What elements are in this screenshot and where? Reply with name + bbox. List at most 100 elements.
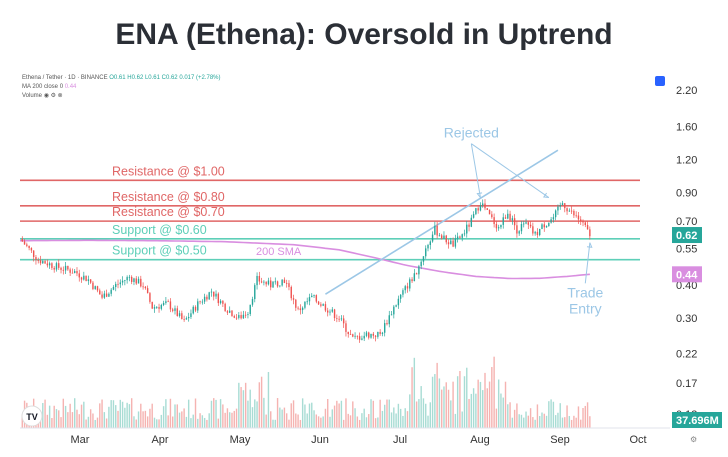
candle-body bbox=[566, 208, 568, 212]
annotation-arrow-1-0 bbox=[584, 242, 591, 284]
volume-bar bbox=[564, 417, 566, 428]
symbol-label[interactable]: Ethena / Tether · 1D · BINANCE bbox=[22, 75, 108, 81]
candle-body bbox=[443, 235, 445, 239]
volume-bar bbox=[456, 376, 459, 428]
volume-bar bbox=[461, 411, 463, 428]
candle-body bbox=[472, 214, 475, 218]
candle-body bbox=[402, 290, 404, 295]
candle-body bbox=[570, 210, 573, 212]
candle-body bbox=[208, 292, 210, 300]
candle-body bbox=[55, 263, 58, 270]
candle-body bbox=[78, 273, 80, 278]
volume-bar bbox=[60, 417, 62, 428]
candle-body bbox=[543, 224, 545, 228]
volume-bar bbox=[222, 404, 224, 428]
volume-bar bbox=[513, 409, 516, 428]
candle-body bbox=[331, 309, 333, 312]
volume-bar bbox=[115, 405, 117, 428]
volume-bar bbox=[502, 397, 504, 428]
volume-bar bbox=[99, 403, 101, 428]
settings-icon[interactable]: ⚙ bbox=[50, 93, 56, 99]
price-badge-2 bbox=[672, 412, 722, 428]
volume-bar bbox=[270, 411, 272, 428]
volume-bar bbox=[53, 405, 55, 428]
candle-body bbox=[288, 283, 290, 287]
candle-body bbox=[516, 225, 518, 234]
volume-bar bbox=[174, 404, 176, 428]
level-label-2: Resistance @ $0.70 bbox=[112, 205, 225, 219]
close-icon[interactable]: ⊗ bbox=[57, 93, 63, 99]
candle-body bbox=[133, 278, 135, 282]
candle-body bbox=[529, 224, 532, 227]
candle-body bbox=[201, 301, 204, 303]
candle-body bbox=[470, 217, 473, 227]
price-badges: 0.62 0.44 37.696M bbox=[672, 227, 722, 428]
volume-bar bbox=[181, 411, 183, 428]
candle-body bbox=[450, 240, 452, 245]
volume-bar bbox=[482, 390, 484, 428]
candle-body bbox=[534, 231, 536, 234]
volume-bar bbox=[69, 403, 71, 428]
candle-body bbox=[224, 303, 226, 312]
volume-indicator-label[interactable]: Volume bbox=[22, 93, 43, 99]
candle-body bbox=[187, 316, 190, 319]
volume-bar bbox=[406, 411, 409, 428]
volume-bar bbox=[538, 416, 541, 428]
candle-body bbox=[466, 224, 468, 234]
candle-body bbox=[51, 263, 53, 268]
annotation-arrowhead-1-0 bbox=[586, 242, 593, 248]
candle-body bbox=[108, 293, 110, 297]
volume-bar bbox=[372, 400, 375, 428]
candle-body bbox=[452, 240, 454, 247]
candle-body bbox=[260, 281, 263, 283]
eye-icon[interactable]: ◉ bbox=[43, 93, 49, 99]
volume-bar bbox=[340, 400, 343, 428]
square-icon[interactable] bbox=[655, 76, 665, 86]
candle-body bbox=[290, 286, 292, 299]
candle-body bbox=[276, 281, 279, 287]
volume-bar bbox=[447, 389, 450, 428]
volume-bar bbox=[176, 404, 178, 428]
volume-bar bbox=[108, 406, 110, 428]
volume-bar bbox=[64, 405, 67, 428]
candle-body bbox=[58, 263, 60, 268]
candle-body bbox=[146, 288, 149, 294]
candle-body bbox=[194, 306, 197, 311]
candle-body bbox=[404, 286, 406, 291]
volume-bar bbox=[292, 400, 295, 428]
volume-bar bbox=[42, 402, 44, 428]
volume-bar bbox=[254, 399, 256, 428]
candle-body bbox=[219, 300, 222, 304]
volume-bar bbox=[87, 416, 90, 428]
volume-bar bbox=[431, 376, 434, 428]
candle-body bbox=[64, 265, 67, 271]
candle-body bbox=[304, 301, 306, 308]
candle-body bbox=[222, 300, 224, 304]
candle-body bbox=[35, 257, 37, 261]
volume-bar bbox=[575, 417, 577, 428]
volume-bar bbox=[197, 418, 199, 428]
candle-body bbox=[538, 229, 541, 236]
volume-bar bbox=[267, 372, 270, 428]
candle-body bbox=[83, 275, 85, 280]
candle-body bbox=[283, 279, 286, 283]
candle-body bbox=[342, 318, 345, 324]
candle-body bbox=[377, 331, 379, 337]
candle-body bbox=[456, 236, 459, 239]
gear-icon[interactable]: ⚙ bbox=[690, 435, 697, 444]
candle-body bbox=[62, 269, 65, 271]
candle-body bbox=[215, 293, 217, 297]
ma-indicator-label[interactable]: MA 200 close 0 bbox=[22, 84, 64, 90]
y-tick-label: 0.17 bbox=[676, 378, 697, 390]
candle-body bbox=[76, 271, 78, 274]
candle-body bbox=[584, 222, 587, 226]
candle-body bbox=[586, 225, 589, 230]
volume-bar bbox=[477, 379, 479, 428]
volume-bar bbox=[415, 401, 418, 428]
volume-bar bbox=[324, 408, 327, 428]
volume-bar bbox=[213, 398, 215, 428]
volume-bar bbox=[518, 414, 520, 428]
candle-body bbox=[105, 293, 108, 297]
